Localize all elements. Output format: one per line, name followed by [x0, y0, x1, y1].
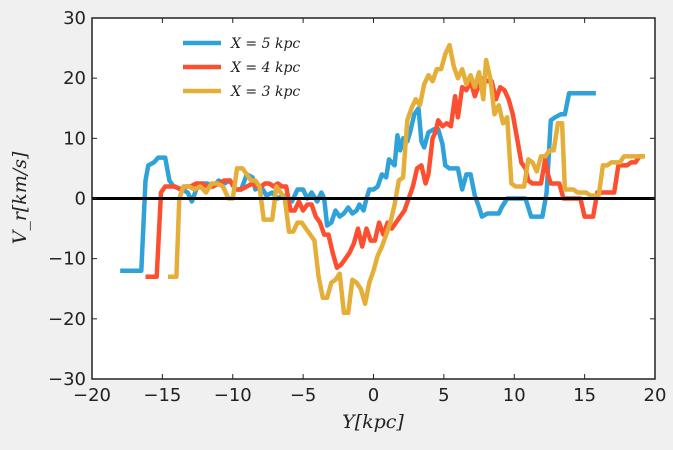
y-tick-label: −30	[48, 369, 86, 390]
series-layer	[120, 42, 646, 316]
y-axis-ticks: −30 −20 −10 0 10 20 30	[48, 8, 655, 390]
y-tick-label: 10	[63, 128, 86, 149]
series-line-3	[168, 42, 646, 316]
legend: X = 5 kpc X = 4 kpc X = 3 kpc	[183, 36, 300, 100]
y-tick-label: 20	[63, 68, 86, 89]
y-tick-label: −10	[48, 249, 86, 270]
y-tick-label: 30	[63, 8, 86, 29]
x-tick-label: 10	[503, 385, 526, 406]
x-tick-label: −15	[143, 385, 181, 406]
x-tick-label: 20	[644, 385, 667, 406]
y-tick-label: −20	[48, 309, 86, 330]
x-tick-label: −5	[290, 385, 317, 406]
legend-label-2: X = 4 kpc	[230, 60, 300, 76]
x-tick-label: 0	[368, 385, 379, 406]
y-axis-label: V_r[km/s]	[9, 151, 31, 244]
legend-label-1: X = 5 kpc	[230, 36, 300, 52]
y-tick-label: 0	[75, 189, 86, 210]
series-line-2	[145, 75, 644, 279]
x-tick-label: −10	[214, 385, 252, 406]
x-tick-label: −20	[73, 385, 111, 406]
x-tick-label: 5	[438, 385, 449, 406]
x-tick-label: 15	[573, 385, 596, 406]
x-axis-ticks: −20 −15 −10 −5 0 5 10 15 20	[73, 18, 666, 406]
legend-label-3: X = 3 kpc	[230, 84, 300, 100]
x-axis-label: Y[kpc]	[342, 411, 404, 433]
